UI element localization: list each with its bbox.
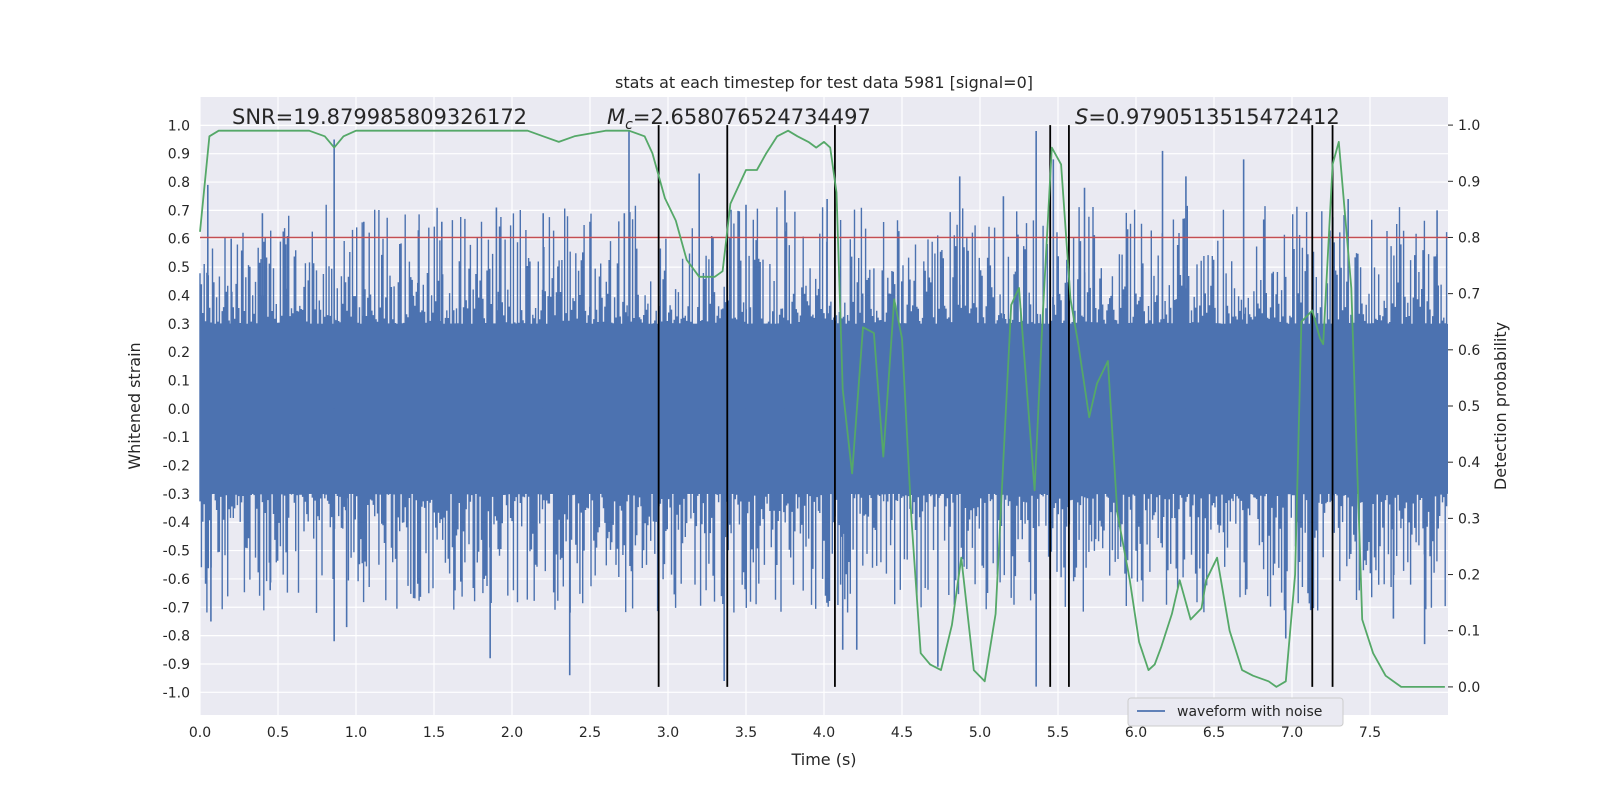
left-y-tick-label: -0.4: [163, 515, 190, 531]
left-y-tick-label: -0.5: [163, 544, 190, 560]
x-tick-label: 5.0: [969, 725, 991, 741]
right-y-tick-label: 0.4: [1458, 455, 1480, 471]
x-tick-label: 6.5: [1203, 725, 1225, 741]
left-y-tick-label: -0.7: [163, 600, 190, 616]
chart-title: stats at each timestep for test data 598…: [615, 73, 1033, 92]
left-y-tick-label: 0.9: [168, 147, 190, 163]
left-y-tick-label: 0.0: [168, 402, 190, 418]
left-y-tick-label: 0.6: [168, 232, 190, 248]
x-tick-label: 1.5: [423, 725, 445, 741]
left-y-tick-label: 0.2: [168, 345, 190, 361]
score-value: =0.9790513515472412: [1088, 105, 1339, 129]
left-y-tick-label: -0.2: [163, 459, 190, 475]
left-y-tick-label: -0.3: [163, 487, 190, 503]
right-y-tick-label: 0.5: [1458, 399, 1480, 415]
x-tick-label: 0.5: [267, 725, 289, 741]
x-tick-label: 7.0: [1281, 725, 1303, 741]
x-tick-label: 5.5: [1047, 725, 1069, 741]
snr-annotation: SNR=19.879985809326172: [232, 105, 527, 129]
x-axis-ticks: 0.0 0.5 1.0 1.5 2.0 2.5 3.0 3.5 4.0 4.5 5.0 5.5 6.0 6…: [189, 725, 1381, 741]
right-y-tick-label: 0.6: [1458, 343, 1480, 359]
right-y-tick-label: 0.3: [1458, 511, 1480, 527]
detection-markers: [657, 125, 1334, 687]
left-y-tick-label: 1.0: [168, 118, 190, 134]
legend-label: waveform with noise: [1177, 704, 1322, 720]
left-y-tick-label: -0.1: [163, 430, 190, 446]
right-y-axis-label: Detection probability: [1491, 322, 1510, 490]
left-y-tick-label: 0.3: [168, 317, 190, 333]
right-y-tick-label: 0.9: [1458, 174, 1480, 190]
x-tick-label: 7.5: [1359, 725, 1381, 741]
legend: waveform with noise: [1127, 697, 1344, 727]
left-y-tick-label: -1.0: [163, 685, 190, 701]
x-tick-label: 1.0: [345, 725, 367, 741]
right-y-tick-label: 1.0: [1458, 118, 1480, 134]
left-y-tick-label: 0.5: [168, 260, 190, 276]
legend-box: [1127, 697, 1344, 727]
chirp-mass-symbol: M: [607, 105, 625, 129]
score-annotation: S=0.9790513515472412: [1075, 105, 1340, 129]
x-tick-label: 2.5: [579, 725, 601, 741]
chirp-mass-subscript: c: [625, 117, 633, 133]
probability-series: [199, 129, 1445, 688]
probability-line: [199, 129, 1445, 688]
x-tick-label: 3.5: [735, 725, 757, 741]
left-y-tick-label: 0.7: [168, 203, 190, 219]
x-axis-label: Time (s): [790, 750, 856, 769]
x-tick-label: 6.0: [1125, 725, 1147, 741]
right-y-axis-ticks: 1.0 0.9 0.8 0.7 0.6 0.5 0.4 0.3 0.2 0.1 0.0: [1448, 118, 1480, 696]
left-y-axis-ticks: 1.0 0.9 0.8 0.7 0.6 0.5 0.4 0.3 0.2 0.1 0.0 -0.1 -0.…: [163, 118, 190, 701]
chirp-mass-annotation: Mc=2.658076524734497: [607, 105, 871, 133]
left-y-tick-label: 0.4: [168, 288, 190, 304]
right-y-tick-label: 0.8: [1458, 230, 1480, 246]
left-y-tick-label: 0.1: [168, 373, 190, 389]
right-y-tick-label: 0.1: [1458, 624, 1480, 640]
left-y-tick-label: -0.6: [163, 572, 190, 588]
chirp-mass-value: =2.658076524734497: [633, 105, 871, 129]
left-y-tick-label: -0.8: [163, 629, 190, 645]
x-tick-label: 4.5: [891, 725, 913, 741]
x-tick-label: 4.0: [813, 725, 835, 741]
left-y-axis-label: Whitened strain: [125, 342, 144, 469]
left-y-tick-label: -0.9: [163, 657, 190, 673]
right-y-tick-label: 0.7: [1458, 287, 1480, 303]
score-symbol: S: [1075, 105, 1088, 129]
right-y-tick-label: 0.2: [1458, 568, 1480, 584]
x-tick-label: 0.0: [189, 725, 211, 741]
right-y-tick-label: 0.0: [1458, 680, 1480, 696]
x-tick-label: 2.0: [501, 725, 523, 741]
waveform-noise-trace: [199, 204, 1448, 613]
left-y-tick-label: 0.8: [168, 175, 190, 191]
x-tick-label: 3.0: [657, 725, 679, 741]
waveform-series: [199, 131, 1448, 687]
